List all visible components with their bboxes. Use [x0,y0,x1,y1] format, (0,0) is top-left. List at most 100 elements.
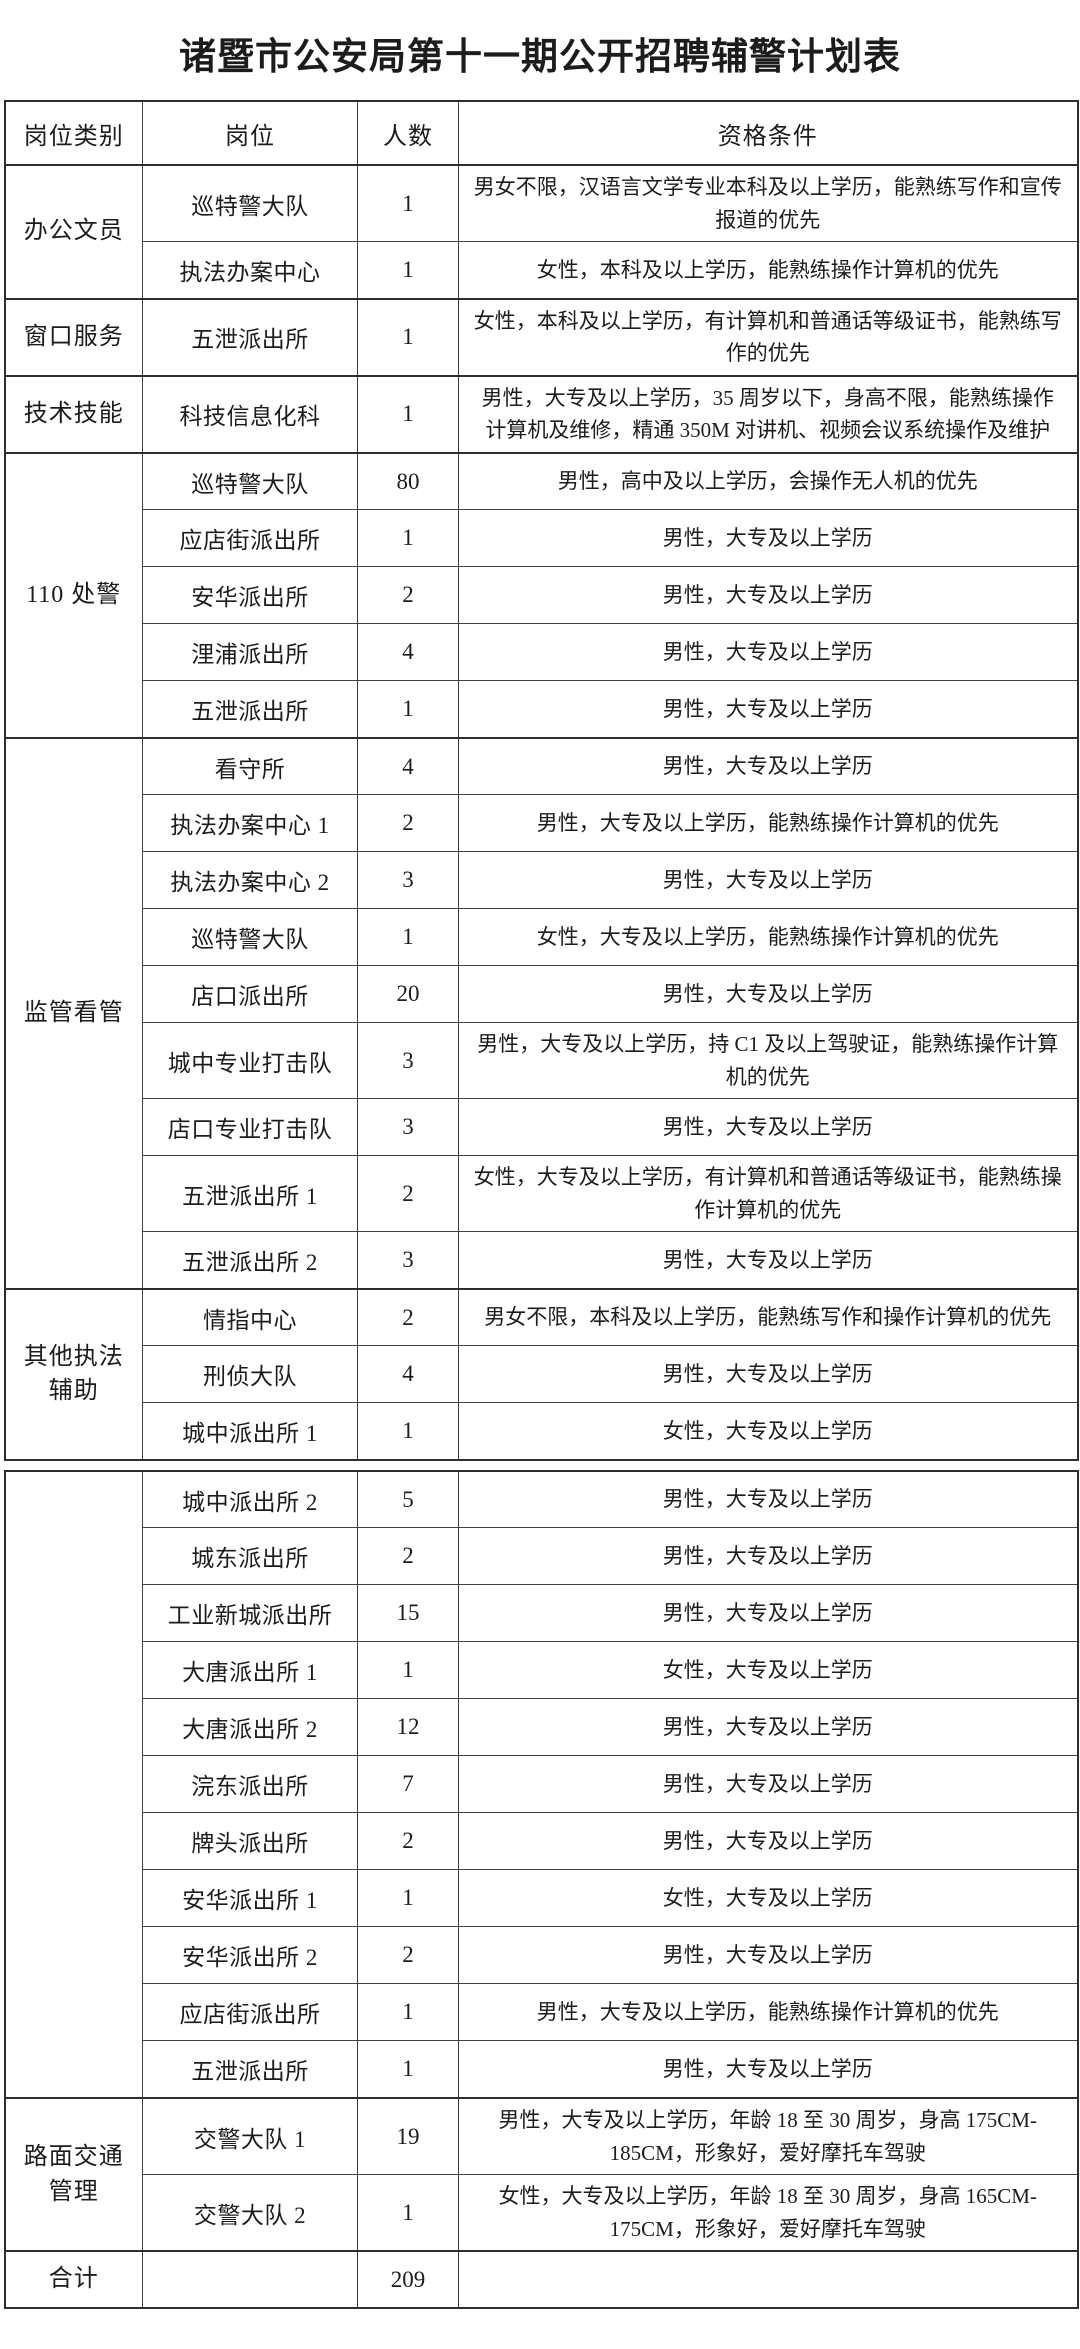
requirement-cell: 男性，大专及以上学历 [458,1698,1078,1757]
requirement-cell: 男性，大专及以上学历，35 周岁以下，身高不限，能熟练操作计算机及维修，精通 3… [458,374,1078,454]
table-row: 大唐派出所 1 1 女性，大专及以上学历 [5,1641,1078,1700]
position-cell: 五泄派出所 2 [142,1231,358,1290]
count-cell: 1 [357,680,459,739]
position-cell: 五泄派出所 [142,2040,358,2099]
table-row: 安华派出所 1 1 女性，大专及以上学历 [5,1869,1078,1928]
count-cell: 2 [357,1287,459,1347]
page-title: 诸暨市公安局第十一期公开招聘辅警计划表 [179,37,901,78]
position-cell: 城东派出所 [142,1527,358,1586]
category-cell [4,1469,143,2099]
requirement-cell: 男性，大专及以上学历 [458,1098,1078,1157]
count-cell: 1 [357,241,459,300]
requirement-cell: 男性，大专及以上学历 [458,1527,1078,1586]
table-row: 刑侦大队 4 男性，大专及以上学历 [5,1345,1078,1404]
table-row: 店口派出所 20 男性，大专及以上学历 [5,965,1078,1024]
count-cell: 7 [357,1755,459,1814]
requirement-cell: 女性，大专及以上学历，年龄 18 至 30 周岁，身高 165CM-175CM，… [458,2174,1078,2252]
position-cell: 应店街派出所 [142,509,358,568]
table-row: 城中派出所 1 1 女性，大专及以上学历 [5,1402,1078,1461]
count-cell: 2 [357,1926,459,1985]
requirement-cell: 女性，本科及以上学历，有计算机和普通话等级证书，能熟练写作的优先 [458,297,1078,377]
table-row: 应店街派出所 1 男性，大专及以上学历，能熟练操作计算机的优先 [5,1983,1078,2042]
position-cell: 浬浦派出所 [142,623,358,682]
requirement-cell: 男性，大专及以上学历 [458,680,1078,739]
column-header: 人数 [357,100,459,166]
position-cell: 大唐派出所 2 [142,1698,358,1757]
table-row: 110 处警 巡特警大队 80 男性，高中及以上学历，会操作无人机的优先 [4,451,1078,739]
total-label-cell: 合计 [4,2250,143,2309]
position-cell: 安华派出所 [142,566,358,625]
table-row: 五泄派出所 1 2 女性，大专及以上学历，有计算机和普通话等级证书，能熟练操作计算机… [5,1155,1078,1233]
requirement-cell: 男性，大专及以上学历 [458,965,1078,1024]
requirement-cell: 男性，大专及以上学历 [458,566,1078,625]
position-cell: 应店街派出所 [142,1983,358,2042]
count-cell: 1 [357,1983,459,2042]
requirement-cell: 男性，大专及以上学历 [458,1812,1078,1871]
requirement-cell: 男性，大专及以上学历，年龄 18 至 30 周岁，身高 175CM-185CM，… [458,2096,1078,2176]
position-cell: 看守所 [142,736,358,796]
column-header: 资格条件 [458,100,1078,166]
position-cell: 交警大队 1 [142,2096,358,2176]
requirement-cell: 男性，大专及以上学历 [458,1469,1078,1529]
recruitment-table-block-1: 岗位类别 岗位 人数 资格条件 办公文员 巡特警大队 1 男女不限，汉语言文学专业本科及以上学… [3,100,1079,1461]
count-cell: 3 [357,1098,459,1157]
count-cell: 1 [357,297,459,377]
count-cell: 3 [357,851,459,910]
table-row: 店口专业打击队 3 男性，大专及以上学历 [5,1098,1078,1157]
category-cell: 路面交通 管理 [4,2096,143,2252]
category-cell: 监管看管 [4,736,143,1290]
requirement-cell: 男性，大专及以上学历 [458,1345,1078,1404]
table-row: 浣东派出所 7 男性，大专及以上学历 [5,1755,1078,1814]
table-area: 岗位类别 岗位 人数 资格条件 办公文员 巡特警大队 1 男女不限，汉语言文学专业本科及以上学… [3,100,1079,2310]
table-row: 工业新城派出所 15 男性，大专及以上学历 [5,1584,1078,1643]
count-cell: 1 [357,2174,459,2252]
position-cell: 交警大队 2 [142,2174,358,2252]
position-cell: 牌头派出所 [142,1812,358,1871]
requirement-cell: 女性，大专及以上学历 [458,1641,1078,1700]
table-row: 巡特警大队 1 女性，大专及以上学历，能熟练操作计算机的优先 [5,908,1078,967]
requirement-cell: 男性，大专及以上学历 [458,851,1078,910]
table-row: 窗口服务 五泄派出所 1 女性，本科及以上学历，有计算机和普通话等级证书，能熟练写作的… [4,297,1078,377]
table-row: 城中专业打击队 3 男性，大专及以上学历，持 C1 及以上驾驶证，能熟练操作计算机的… [5,1022,1078,1100]
table-row: 技术技能 科技信息化科 1 男性，大专及以上学历，35 周岁以下，身高不限，能熟练操作… [4,374,1078,454]
position-cell: 大唐派出所 1 [142,1641,358,1700]
position-cell: 工业新城派出所 [142,1584,358,1643]
total-row: 合计 209 [4,2250,1078,2309]
position-cell: 刑侦大队 [142,1345,358,1404]
category-cell: 技术技能 [4,374,143,454]
requirement-cell: 女性，本科及以上学历，能熟练操作计算机的优先 [458,241,1078,300]
column-header: 岗位 [142,100,358,166]
position-cell: 安华派出所 1 [142,1869,358,1928]
position-cell: 执法办案中心 [142,241,358,300]
position-cell: 城中派出所 2 [142,1469,358,1529]
position-cell: 科技信息化科 [142,374,358,454]
count-cell: 19 [357,2096,459,2176]
requirement-cell: 男性，大专及以上学历 [458,1755,1078,1814]
count-cell: 80 [357,451,459,511]
count-cell: 3 [357,1231,459,1290]
table-row: 五泄派出所 1 男性，大专及以上学历 [5,680,1078,739]
count-cell: 5 [357,1469,459,1529]
position-cell: 巡特警大队 [142,451,358,511]
position-cell: 巡特警大队 [142,908,358,967]
requirement-cell: 女性，大专及以上学历，有计算机和普通话等级证书，能熟练操作计算机的优先 [458,1155,1078,1233]
count-cell: 2 [357,566,459,625]
count-cell: 1 [357,164,459,243]
position-cell: 情指中心 [142,1287,358,1347]
table-row: 其他执法 辅助 情指中心 2 男女不限，本科及以上学历，能熟练写作和操作计算机的优先 [4,1287,1078,1461]
requirement-cell: 男女不限，本科及以上学历，能熟练写作和操作计算机的优先 [458,1287,1078,1347]
position-cell: 店口派出所 [142,965,358,1024]
position-cell: 执法办案中心 2 [142,851,358,910]
table-row: 办公文员 巡特警大队 1 男女不限，汉语言文学专业本科及以上学历，能熟练写作和宣传报道… [4,164,1078,300]
requirement-cell: 男性，大专及以上学历，能熟练操作计算机的优先 [458,794,1078,853]
requirement-cell: 男性，高中及以上学历，会操作无人机的优先 [458,451,1078,511]
count-cell: 209 [357,2250,459,2309]
recruitment-table-block-2: 城中派出所 2 5 男性，大专及以上学历 城东派出所 2 男性，大专及以上学历 工业新城派出… [3,1469,1079,2310]
position-cell: 五泄派出所 1 [142,1155,358,1233]
requirement-cell: 男性，大专及以上学历 [458,1926,1078,1985]
position-cell: 巡特警大队 [142,164,358,243]
table-row: 城东派出所 2 男性，大专及以上学历 [5,1527,1078,1586]
requirement-cell [458,2250,1078,2309]
position-cell: 浣东派出所 [142,1755,358,1814]
